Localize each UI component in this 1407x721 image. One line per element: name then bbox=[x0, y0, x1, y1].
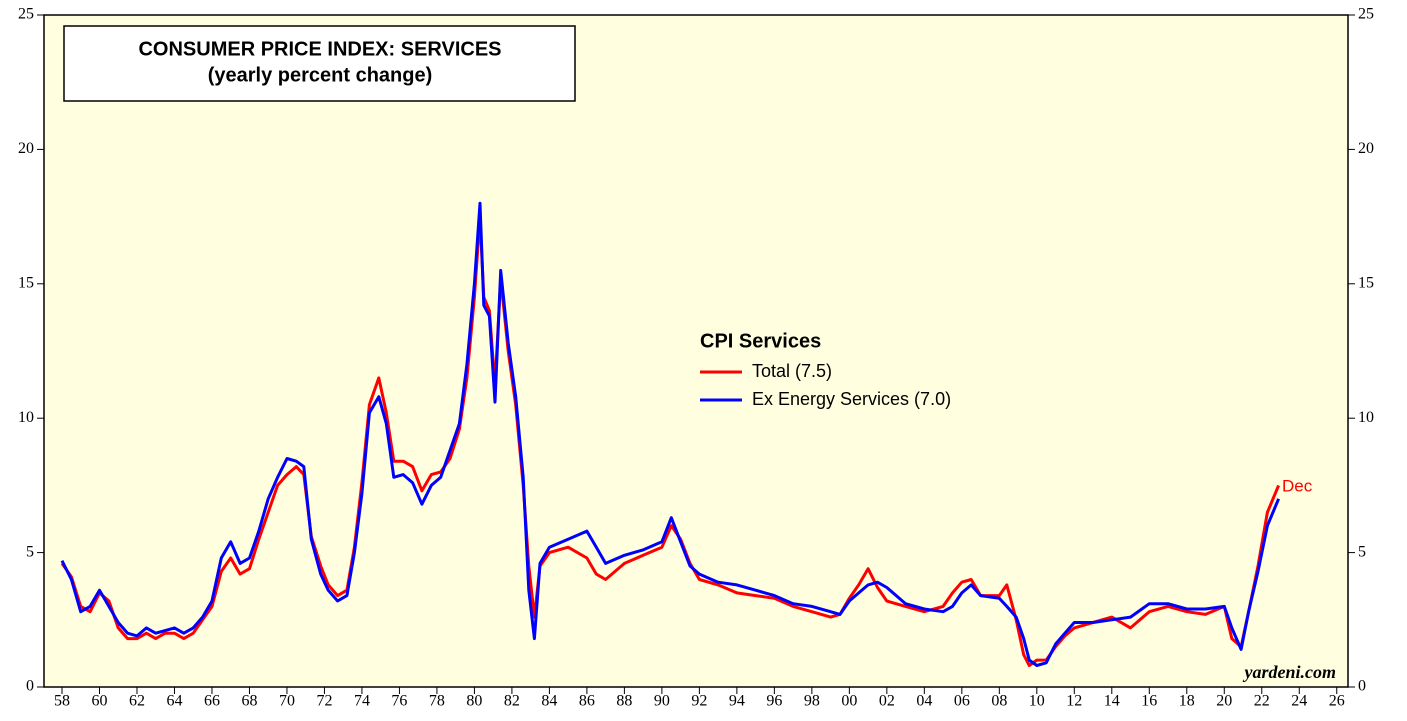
x-tick-label: 94 bbox=[729, 693, 745, 710]
legend-label: Ex Energy Services (7.0) bbox=[752, 389, 951, 409]
x-tick-label: 82 bbox=[504, 693, 520, 710]
x-tick-label: 04 bbox=[916, 693, 932, 710]
y-tick-label: 20 bbox=[18, 140, 34, 157]
x-tick-label: 58 bbox=[54, 693, 70, 710]
x-tick-label: 72 bbox=[316, 693, 332, 710]
x-tick-label: 20 bbox=[1216, 693, 1232, 710]
legend-label: Total (7.5) bbox=[752, 361, 832, 381]
y-tick-label: 5 bbox=[26, 543, 34, 560]
x-tick-label: 14 bbox=[1104, 693, 1120, 710]
x-tick-label: 06 bbox=[954, 693, 970, 710]
y2-tick-label: 20 bbox=[1358, 140, 1374, 157]
x-tick-label: 16 bbox=[1141, 693, 1157, 710]
x-tick-label: 08 bbox=[991, 693, 1007, 710]
plot-area bbox=[43, 14, 1349, 688]
x-tick-label: 24 bbox=[1291, 693, 1307, 710]
y-tick-label: 0 bbox=[26, 678, 34, 695]
x-tick-label: 70 bbox=[279, 693, 295, 710]
x-tick-label: 90 bbox=[654, 693, 670, 710]
x-tick-label: 98 bbox=[804, 693, 820, 710]
x-tick-label: 76 bbox=[391, 693, 407, 710]
y2-tick-label: 0 bbox=[1358, 678, 1366, 695]
series-line bbox=[60, 201, 1280, 667]
x-tick-label: 68 bbox=[241, 693, 257, 710]
x-tick-label: 88 bbox=[616, 693, 632, 710]
x-tick-label: 12 bbox=[1066, 693, 1082, 710]
x-tick-label: 96 bbox=[766, 693, 782, 710]
y-tick-label: 15 bbox=[18, 274, 34, 291]
chart-subtitle: (yearly percent change) bbox=[208, 64, 433, 86]
y2-tick-label: 10 bbox=[1358, 409, 1374, 426]
x-tick-label: 62 bbox=[129, 693, 145, 710]
x-tick-label: 22 bbox=[1254, 693, 1270, 710]
y2-tick-label: 15 bbox=[1358, 274, 1374, 291]
x-tick-label: 80 bbox=[466, 693, 482, 710]
x-tick-label: 10 bbox=[1029, 693, 1045, 710]
x-tick-label: 18 bbox=[1179, 693, 1195, 710]
x-tick-label: 00 bbox=[841, 693, 857, 710]
x-tick-label: 92 bbox=[691, 693, 707, 710]
x-tick-label: 60 bbox=[91, 693, 107, 710]
x-tick-label: 74 bbox=[354, 693, 370, 710]
legend-title: CPI Services bbox=[700, 330, 821, 352]
x-tick-label: 26 bbox=[1329, 693, 1345, 710]
y-tick-label: 25 bbox=[18, 6, 34, 23]
x-tick-label: 86 bbox=[579, 693, 595, 710]
source: yardeni.com bbox=[1243, 662, 1337, 682]
title-box bbox=[63, 25, 576, 102]
chart-title: CONSUMER PRICE INDEX: SERVICES bbox=[138, 38, 501, 60]
y-tick-label: 10 bbox=[18, 409, 34, 426]
x-tick-label: 64 bbox=[166, 693, 182, 710]
x-tick-label: 02 bbox=[879, 693, 895, 710]
x-tick-label: 78 bbox=[429, 693, 445, 710]
x-tick-label: 66 bbox=[204, 693, 220, 710]
y2-tick-label: 5 bbox=[1358, 543, 1366, 560]
y2-tick-label: 25 bbox=[1358, 6, 1374, 23]
annotation: Dec bbox=[1282, 476, 1313, 495]
x-tick-label: 84 bbox=[541, 693, 557, 710]
